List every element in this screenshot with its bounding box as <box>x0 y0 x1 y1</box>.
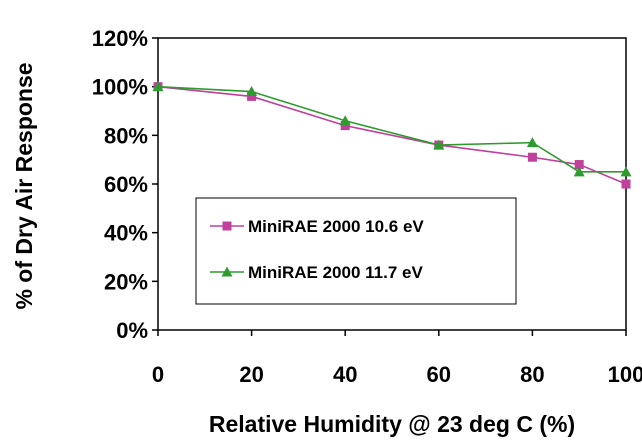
x-tick-label: 40 <box>333 362 357 387</box>
x-axis: 0 20 40 60 80 100 <box>152 330 642 387</box>
x-tick-label: 0 <box>152 362 164 387</box>
legend: MiniRAE 2000 10.6 eV MiniRAE 2000 11.7 e… <box>195 197 517 305</box>
series-line-1 <box>157 85 627 185</box>
data-point-triangle <box>433 139 445 150</box>
data-point-square <box>340 121 350 131</box>
series-line-2 <box>157 85 626 173</box>
legend-label-series-2: MiniRAE 2000 11.7 eV <box>248 263 423 282</box>
x-tick-label: 100 <box>608 362 642 387</box>
data-point-triangle <box>246 86 258 97</box>
data-point-triangle <box>152 81 164 92</box>
y-axis-title: % of Dry Air Response <box>11 62 37 309</box>
series-layer <box>152 81 632 189</box>
y-tick-label: 20% <box>104 269 148 294</box>
data-point-square <box>527 152 537 162</box>
data-point-triangle <box>339 115 351 126</box>
data-point-square <box>621 179 631 189</box>
legend-label-series-1: MiniRAE 2000 10.6 eV <box>248 217 424 236</box>
legend-box <box>195 197 517 305</box>
legend-marker-square-icon <box>222 221 232 231</box>
x-tick-label: 20 <box>239 362 263 387</box>
data-point-triangle <box>526 137 538 148</box>
data-point-square <box>574 160 584 170</box>
data-point-triangle <box>573 166 585 177</box>
x-axis-title: Relative Humidity @ 23 deg C (%) <box>209 411 575 437</box>
y-axis-title-group: % of Dry Air Response <box>11 62 37 309</box>
data-point-triangle <box>620 166 632 177</box>
legend-marker-triangle-icon <box>221 266 233 277</box>
y-tick-label: 40% <box>104 221 148 246</box>
y-tick-label: 120% <box>92 26 148 51</box>
data-point-square <box>247 91 257 101</box>
x-tick-label: 80 <box>520 362 544 387</box>
y-tick-label: 0% <box>116 318 148 343</box>
y-tick-label: 100% <box>92 75 148 100</box>
y-axis: 0% 20% 40% 60% 80% 100% 120% <box>92 26 158 343</box>
y-tick-label: 80% <box>104 123 148 148</box>
y-tick-label: 60% <box>104 172 148 197</box>
x-tick-label: 60 <box>427 362 451 387</box>
